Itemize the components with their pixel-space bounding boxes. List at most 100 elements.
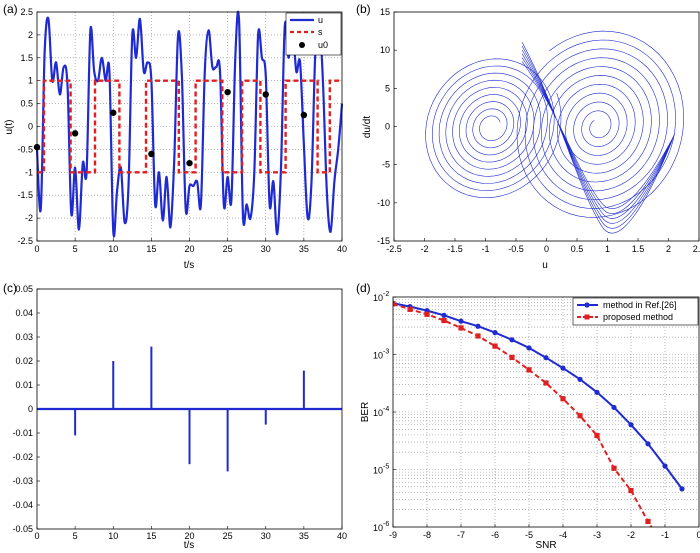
y-tick-label: 1 [28, 76, 33, 86]
panel-c-xlabel: t/s [184, 540, 195, 551]
y-tick-label: 5 [385, 83, 390, 93]
y-tick-label: 10 [373, 408, 383, 418]
ref-method-point [509, 337, 515, 343]
legend-proposed-marker [584, 314, 590, 320]
y-tick-label: 0 [385, 122, 390, 132]
panel-b: (b) -2.5 -2 -1.5 -1 -0.5 0 0.5 1 1.5 2 2.5 -15 -10 -5… [356, 2, 700, 271]
legend-u0-marker [299, 42, 305, 48]
panel-a-label: (a) [3, 2, 18, 16]
x-tick-label: 30 [261, 244, 271, 254]
x-tick-label: -9 [389, 530, 397, 540]
y-tick-label: 10 [373, 466, 383, 476]
legend-box [572, 297, 699, 326]
ref-method-point [560, 365, 566, 371]
ref-method-point [611, 404, 617, 411]
attractor-connections [521, 42, 675, 234]
y-tick-label: 10 [373, 523, 383, 533]
ref-method-point [475, 323, 481, 329]
proposed-method-point [492, 343, 498, 349]
ref-method-point [594, 389, 600, 395]
y-tick-exponent: -5 [383, 464, 389, 471]
legend-proposed-label: proposed method [603, 312, 673, 322]
panel-b-ylabel: du/dt [362, 116, 373, 138]
panel-b-frame [393, 11, 700, 242]
panel-a-frame [36, 11, 343, 242]
panel-d-xlabel: SNR [535, 540, 556, 551]
y-tick-label: -1 [25, 167, 33, 177]
proposed-method-point [645, 518, 651, 525]
legend-ref-label: method in Ref.[26] [603, 300, 677, 310]
y-tick-label: -15 [377, 236, 390, 246]
ref-method-point [458, 318, 464, 324]
y-tick-label: -1.5 [17, 190, 33, 200]
panel-b-xlabel: u [542, 260, 548, 271]
ref-method-point [679, 486, 685, 492]
x-tick-label: 40 [337, 531, 347, 541]
legend-ref-marker [584, 302, 590, 308]
x-tick-label: 0 [34, 244, 39, 254]
y-tick-label: 0.5 [20, 99, 33, 109]
x-tick-label: -6 [491, 530, 499, 540]
proposed-method-point [543, 380, 549, 386]
proposed-method-point [424, 311, 430, 317]
x-tick-label: -1 [481, 244, 489, 254]
proposed-method-point [594, 432, 600, 439]
y-tick-label: 10 [380, 45, 390, 55]
u0-point [224, 88, 231, 96]
u0-point [110, 109, 117, 116]
ref-method-line [393, 302, 683, 490]
x-tick-label: 15 [146, 244, 156, 254]
panel-a-xlabel: t/s [184, 260, 195, 271]
y-tick-label: -0.04 [12, 500, 33, 510]
ref-method-point [543, 355, 549, 361]
x-tick-label: 1.5 [632, 244, 645, 254]
y-tick-label: -0.03 [12, 476, 33, 486]
y-tick-label: -2 [25, 213, 33, 223]
proposed-method-point [662, 547, 667, 552]
proposed-method-point [577, 413, 583, 419]
proposed-method-point [393, 301, 396, 307]
y-tick-label: 15 [380, 7, 390, 17]
series-group [393, 300, 685, 552]
y-tick-label: 0.05 [15, 284, 33, 294]
x-tick-label: 35 [299, 244, 309, 254]
proposed-method-point [441, 317, 447, 324]
x-tick-label: 0 [544, 244, 549, 254]
panel-a-ylabel: u(t) [4, 120, 15, 135]
u-series-line [35, 10, 344, 238]
u0-point [300, 111, 308, 119]
y-tick-label: 0.03 [15, 332, 33, 342]
x-tick-label: -0.5 [508, 244, 524, 254]
y-tick-label: 0.04 [15, 308, 33, 318]
y-tick-label: -0.05 [12, 524, 33, 534]
proposed-method-point [509, 354, 515, 361]
y-tick-label: 2.5 [20, 7, 33, 17]
attractor-left-scroll [425, 58, 562, 199]
x-tick-label: -2 [420, 244, 428, 254]
y-tick-label: 0.01 [15, 380, 33, 390]
panel-b-label: (b) [356, 2, 371, 16]
y-tick-label: 0 [28, 122, 33, 132]
y-tick-label: -0.5 [17, 144, 33, 154]
ref-method-point [492, 330, 498, 336]
panel-c-frame [36, 288, 343, 530]
y-tick-label: 0 [28, 404, 33, 414]
proposed-method-point [526, 367, 532, 373]
u0-point [262, 91, 269, 98]
y-tick-label: 2 [28, 30, 33, 40]
y-tick-exponent: -3 [383, 349, 389, 356]
proposed-method-point [628, 487, 634, 494]
x-tick-label: -1.5 [447, 244, 463, 254]
y-tick-exponent: -2 [383, 291, 389, 298]
y-tick-exponent: -4 [383, 406, 389, 413]
ref-method-point [662, 463, 668, 469]
x-tick-label: 2 [666, 244, 671, 254]
proposed-method-point [458, 325, 464, 331]
x-tick-label: 40 [337, 244, 347, 254]
x-tick-label: 1 [605, 244, 610, 254]
u0-point [71, 130, 79, 137]
x-tick-label: 5 [73, 531, 78, 541]
x-tick-label: 30 [261, 531, 271, 541]
y-tick-label: 10 [373, 293, 383, 303]
